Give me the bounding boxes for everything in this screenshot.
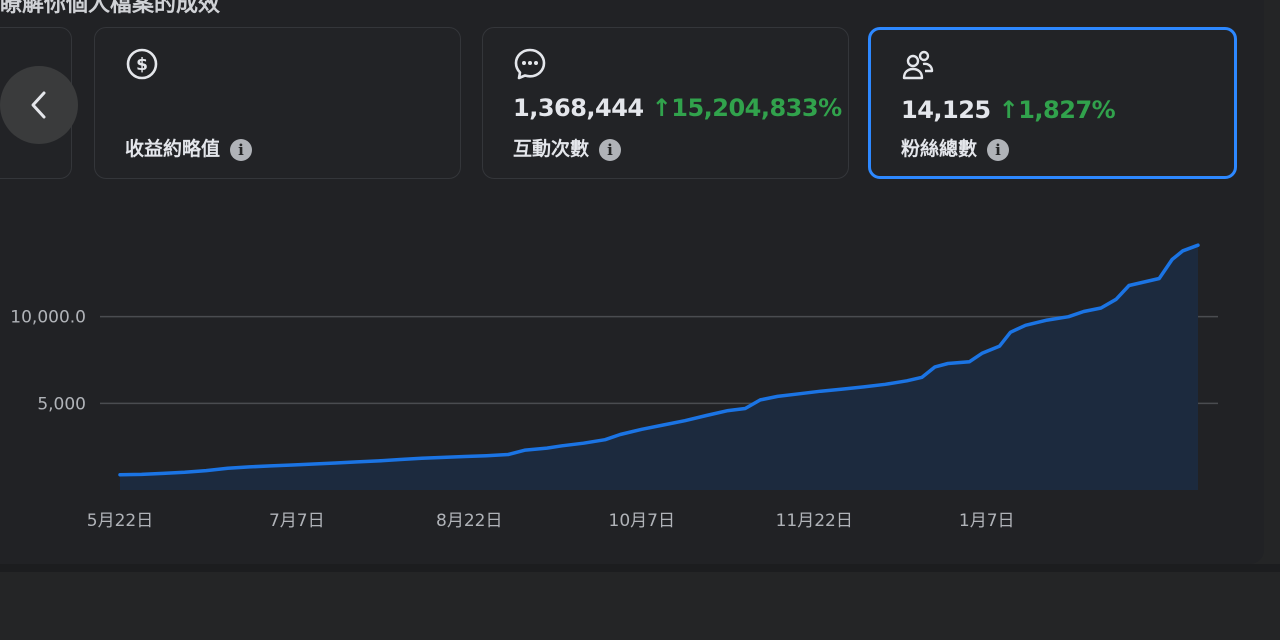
page-background	[0, 564, 1280, 572]
x-tick-label: 1月7日	[959, 511, 1015, 531]
dollar-circle-icon: $	[126, 48, 158, 80]
metric-value: 14,125	[901, 96, 991, 124]
metric-card-engagement[interactable]: 1,368,444 ↑15,204,833% 互動次數 i	[482, 27, 849, 179]
x-tick-label: 11月22日	[776, 511, 853, 531]
chevron-left-icon	[31, 91, 46, 119]
x-tick-label: 5月22日	[87, 511, 153, 531]
section-heading: 瞭解你個人檔案的成效	[0, 0, 221, 17]
chat-bubble-icon	[514, 48, 546, 80]
info-icon[interactable]: i	[987, 138, 1010, 161]
x-axis-labels: 5月22日 7月7日 8月22日 10月7日 11月22日 1月7日	[87, 511, 1015, 531]
metric-card-followers[interactable]: 14,125 ↑1,827% 粉絲總數 i	[868, 27, 1237, 179]
x-tick-label: 7月7日	[269, 511, 325, 531]
y-tick-label: 5,000	[37, 394, 86, 414]
info-icon[interactable]: i	[230, 138, 253, 161]
metric-label: 粉絲總數	[901, 138, 978, 160]
carousel-prev-button[interactable]	[0, 66, 78, 144]
metric-delta: ↑1,827%	[998, 96, 1116, 124]
y-axis-labels: 5,000 10,000.0	[10, 308, 86, 415]
x-tick-label: 10月7日	[609, 511, 675, 531]
metric-label: 收益約略值	[125, 138, 221, 160]
metric-card-revenue[interactable]: $ 收益約略值 i	[94, 27, 461, 179]
chart-area	[120, 245, 1198, 490]
y-tick-label: 10,000.0	[10, 308, 86, 328]
x-tick-label: 8月22日	[436, 511, 502, 531]
metric-label: 互動次數	[513, 138, 590, 160]
info-icon[interactable]: i	[599, 138, 622, 161]
metric-delta: ↑15,204,833%	[651, 94, 842, 122]
followers-chart: 5,000 10,000.0 5月22日 7月7日 8月22日 10月7日 11月22日 1…	[10, 243, 1218, 531]
svg-text:$: $	[136, 55, 148, 75]
metric-value: 1,368,444	[513, 94, 644, 122]
people-icon	[902, 50, 934, 80]
chart-line	[118, 243, 1200, 477]
